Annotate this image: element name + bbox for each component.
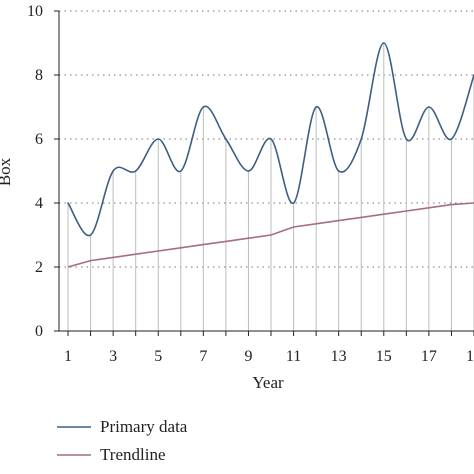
legend-label: Primary data [100, 417, 188, 436]
primary-data-point [67, 202, 69, 204]
y-tick-label: 6 [35, 131, 43, 148]
primary-data-point [450, 138, 453, 140]
y-tick-label: 4 [35, 195, 43, 212]
primary-data-point [112, 170, 114, 172]
series-layer [67, 42, 474, 268]
primary-data-point [202, 106, 205, 108]
x-tick-label: 19 [466, 348, 474, 365]
x-tick-label: 3 [109, 348, 117, 365]
primary-data-point [360, 138, 363, 140]
primary-data-point [270, 138, 272, 140]
x-tick-label: 9 [244, 348, 252, 365]
primary-data-point [134, 170, 137, 172]
primary-data-point [337, 170, 340, 172]
primary-data-point [382, 42, 385, 44]
legend: Primary data Trendline [57, 417, 188, 464]
x-tick-label: 13 [331, 348, 347, 365]
legend-label: Trendline [100, 445, 166, 464]
x-tick-label: 7 [199, 348, 207, 365]
x-tick-label: 11 [286, 348, 301, 365]
primary-data-point [315, 106, 317, 108]
y-axis-title: Box [0, 157, 14, 186]
primary-data-point [292, 202, 295, 204]
y-tick-label: 0 [35, 323, 43, 340]
primary-data-point [428, 106, 430, 108]
x-tick-label: 15 [376, 348, 392, 365]
primary-data-point [179, 170, 182, 172]
tick-labels: 0246810135791113151719 [27, 3, 474, 365]
y-tick-label: 2 [35, 259, 43, 276]
primary-data-point [157, 138, 160, 140]
series-trendline [67, 202, 474, 268]
drop-lines [67, 43, 474, 331]
series-primary-data [67, 42, 474, 237]
primary-data-point [405, 138, 408, 140]
primary-data-point [89, 234, 92, 236]
x-tick-label: 5 [154, 348, 162, 365]
primary-data-point [247, 170, 250, 172]
primary-data-point [225, 138, 227, 140]
y-tick-label: 8 [35, 67, 43, 84]
x-axis-title: Year [252, 373, 284, 392]
axes [54, 10, 474, 336]
y-tick-label: 10 [27, 3, 43, 20]
x-tick-label: 17 [421, 348, 437, 365]
x-tick-label: 1 [64, 348, 72, 365]
